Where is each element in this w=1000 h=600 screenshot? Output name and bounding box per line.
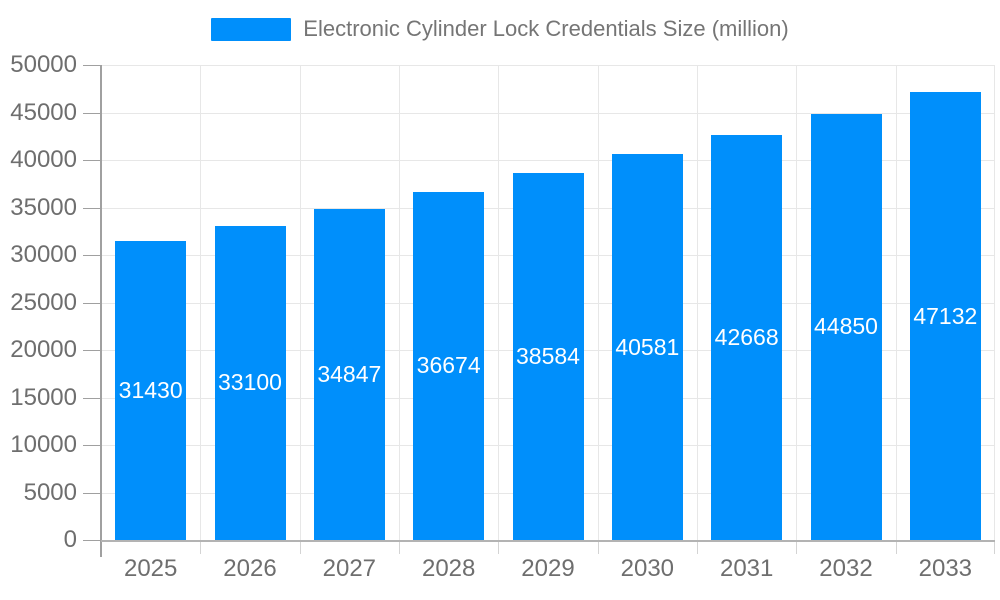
vgrid-line (498, 65, 500, 540)
vgrid-line (299, 65, 301, 540)
legend-swatch-icon (211, 17, 292, 41)
y-axis-label: 40000 (10, 146, 77, 173)
y-axis-tick (83, 397, 101, 399)
bar-value-label: 31430 (118, 377, 183, 404)
x-axis-label: 2026 (223, 555, 277, 582)
vgrid-line (697, 65, 698, 540)
x-axis-tick (399, 540, 400, 554)
bar: 31430 (115, 241, 187, 540)
bar: 36674 (413, 191, 485, 540)
y-axis-tick (83, 540, 101, 541)
x-axis-tick (697, 540, 698, 554)
bar-value-label: 33100 (218, 369, 282, 396)
y-axis-label: 35000 (10, 193, 77, 221)
x-axis-label: 2029 (521, 555, 575, 582)
hgrid-line (101, 160, 995, 161)
y-axis-label: 25000 (10, 288, 77, 316)
bar: 34847 (313, 208, 385, 540)
legend: Electronic Cylinder Lock Credentials Siz… (0, 16, 1000, 42)
hgrid-line (101, 112, 995, 114)
bar: 33100 (214, 225, 286, 540)
vgrid-line (994, 65, 995, 540)
x-axis-tick (994, 540, 995, 554)
y-axis-tick (83, 445, 101, 446)
y-axis-tick (83, 160, 101, 161)
x-axis-tick (498, 540, 500, 554)
x-axis-label: 2027 (322, 555, 377, 582)
bar-value-label: 47132 (913, 302, 978, 329)
y-axis-label: 30000 (10, 241, 77, 268)
y-axis-tick (83, 112, 101, 114)
hgrid-line (101, 65, 995, 66)
y-axis-label: 20000 (10, 336, 77, 363)
x-axis-label: 2033 (918, 555, 973, 582)
x-axis-label: 2030 (620, 555, 675, 582)
x-axis-tick (895, 540, 897, 554)
x-axis-tick (200, 540, 202, 554)
bar-value-label: 34847 (317, 360, 382, 387)
bar: 40581 (611, 154, 683, 540)
y-axis-label: 15000 (10, 383, 77, 411)
y-axis-tick (83, 65, 101, 66)
y-axis-tick (83, 255, 101, 256)
vgrid-line (796, 65, 798, 540)
bar-value-label: 36674 (416, 352, 481, 379)
x-axis-label: 2028 (421, 555, 476, 582)
vgrid-line (895, 65, 897, 540)
x-axis-label: 2032 (819, 555, 873, 582)
bar: 44850 (810, 113, 882, 540)
x-axis-line (101, 540, 995, 542)
y-axis-label: 0 (63, 526, 77, 553)
y-axis-label: 10000 (10, 431, 77, 458)
x-axis-label: 2025 (123, 555, 178, 582)
bar: 42668 (711, 134, 783, 540)
vgrid-line (399, 65, 400, 540)
y-axis-label: 5000 (23, 478, 77, 506)
bar-value-label: 44850 (814, 313, 878, 340)
y-axis-label: 45000 (10, 98, 77, 126)
y-axis-line (100, 65, 102, 557)
y-axis-label: 50000 (10, 51, 77, 78)
vgrid-line (200, 65, 202, 540)
bar: 38584 (512, 173, 584, 540)
x-axis-tick (796, 540, 798, 554)
bar-value-label: 42668 (714, 323, 779, 350)
legend-label: Electronic Cylinder Lock Credentials Siz… (303, 16, 789, 41)
x-axis-tick (597, 540, 599, 554)
x-axis-label: 2031 (719, 555, 774, 582)
vgrid-line (597, 65, 599, 540)
y-axis-tick (83, 492, 101, 494)
x-axis-tick (299, 540, 301, 554)
bar-value-label: 38584 (516, 343, 580, 370)
bar-value-label: 40581 (615, 333, 680, 360)
y-axis-tick (83, 207, 101, 209)
y-axis-tick (83, 302, 101, 304)
legend-item[interactable]: Electronic Cylinder Lock Credentials Siz… (211, 16, 789, 42)
bar: 47132 (909, 92, 981, 540)
y-axis-tick (83, 350, 101, 351)
plot-area: 0 5000 10000 15000 20000 25000 30000 35000 40000… (10, 53, 995, 582)
